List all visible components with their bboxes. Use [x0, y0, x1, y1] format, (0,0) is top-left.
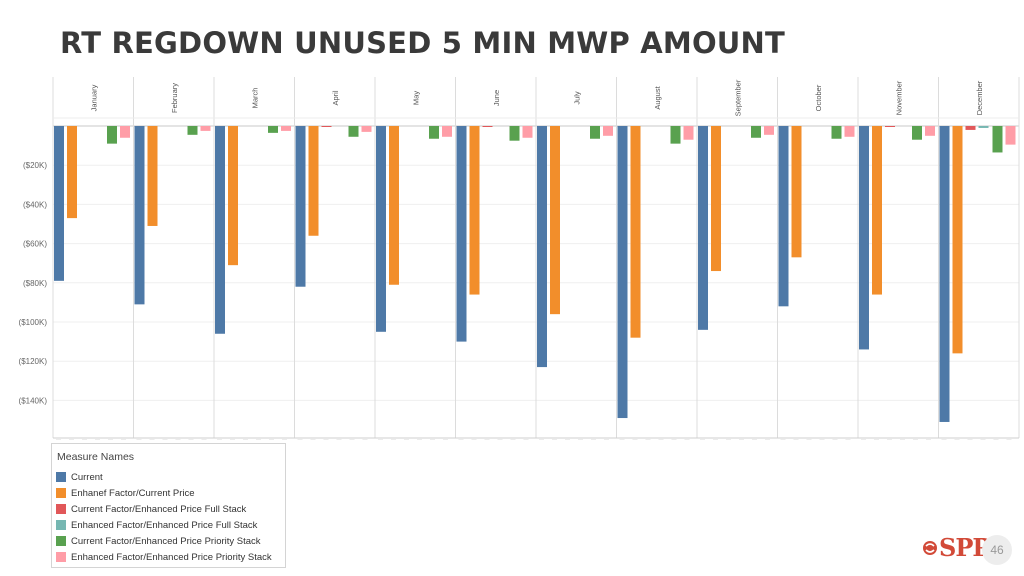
bar	[107, 126, 117, 144]
legend-swatch	[56, 520, 66, 530]
x-tick-label: May	[411, 91, 420, 105]
bar	[1005, 126, 1016, 145]
bar	[456, 126, 467, 342]
x-tick-label: December	[975, 80, 984, 115]
bar	[992, 126, 1003, 153]
x-tick-label: November	[894, 80, 903, 115]
bar	[630, 126, 641, 338]
bar	[550, 126, 560, 315]
x-tick-label: September	[733, 79, 742, 116]
legend-swatch	[56, 552, 66, 562]
legend-swatch	[56, 504, 66, 514]
bar	[187, 126, 198, 135]
legend-item: Current	[56, 470, 103, 484]
spp-logo-text: SPP	[939, 533, 990, 562]
bar	[67, 126, 77, 219]
bar	[698, 126, 708, 330]
bar	[147, 126, 158, 226]
bar	[295, 126, 306, 287]
bar	[215, 126, 225, 334]
legend-label: Current Factor/Enhanced Price Full Stack	[71, 503, 247, 515]
bar	[429, 126, 439, 139]
bar	[791, 126, 802, 258]
legend-swatch	[56, 472, 66, 482]
legend-swatch	[56, 488, 66, 498]
bar	[321, 126, 332, 127]
legend-item: Enhanef Factor/Current Price	[56, 486, 195, 500]
y-tick-label: ($100K)	[19, 318, 48, 327]
bar	[978, 126, 989, 128]
bar	[778, 126, 789, 307]
bar	[925, 126, 935, 136]
bar	[683, 126, 694, 140]
legend-label: Current	[71, 471, 103, 483]
bar	[617, 126, 628, 419]
spp-logo-icon	[923, 540, 937, 555]
x-tick-label: February	[170, 83, 179, 113]
y-tick-label: ($120K)	[19, 357, 48, 366]
x-tick-label: July	[572, 91, 581, 105]
bar	[831, 126, 842, 139]
bar	[522, 126, 533, 138]
y-tick-label: ($80K)	[23, 279, 47, 288]
bar	[872, 126, 882, 295]
bar	[268, 126, 278, 133]
bar	[764, 126, 774, 135]
bar	[54, 126, 64, 281]
y-tick-label: ($60K)	[23, 240, 47, 249]
bar	[442, 126, 452, 137]
bar	[590, 126, 600, 139]
bar	[912, 126, 922, 140]
legend-label: Enhanef Factor/Current Price	[71, 487, 195, 499]
page-title: RT REGDOWN UNUSED 5 MIN MWP AMOUNT	[60, 26, 786, 60]
bar	[844, 126, 855, 137]
bar	[469, 126, 480, 295]
legend-label: Current Factor/Enhanced Price Priority S…	[71, 535, 261, 547]
bar	[348, 126, 359, 137]
y-tick-label: ($40K)	[23, 200, 47, 209]
spp-logo: SPP	[922, 533, 990, 562]
bar-chart: ($20K) ($40K) ($60K) ($80K) ($100K) ($120K) ($…	[19, 77, 1020, 440]
bar	[537, 126, 547, 368]
bar	[308, 126, 319, 236]
bar	[281, 126, 291, 131]
bar	[952, 126, 963, 354]
bar	[228, 126, 238, 266]
legend-item: Enhanced Factor/Enhanced Price Full Stac…	[56, 518, 257, 532]
x-tick-label: March	[250, 88, 259, 109]
bar	[939, 126, 950, 422]
x-tick-label: April	[331, 90, 340, 105]
bar	[120, 126, 130, 138]
bar	[603, 126, 613, 136]
bar	[751, 126, 761, 138]
bar	[859, 126, 869, 350]
bar	[389, 126, 399, 285]
bar	[361, 126, 372, 132]
legend-swatch	[56, 536, 66, 546]
legend: Measure Names Current Enhanef Factor/Curr…	[51, 443, 286, 568]
bar	[134, 126, 145, 305]
bar	[482, 126, 493, 127]
x-tick-label: January	[89, 84, 98, 111]
legend-title: Measure Names	[57, 451, 135, 463]
bar	[670, 126, 681, 144]
bar	[965, 126, 976, 130]
y-tick-label: ($20K)	[23, 161, 47, 170]
x-tick-label: August	[653, 85, 662, 109]
bar	[509, 126, 520, 141]
legend-label: Enhanced Factor/Enhanced Price Priority …	[71, 551, 272, 563]
legend-item: Current Factor/Enhanced Price Priority S…	[56, 534, 261, 548]
bar	[200, 126, 211, 131]
legend-item: Enhanced Factor/Enhanced Price Priority …	[56, 550, 272, 564]
bar	[885, 126, 895, 127]
y-tick-label: ($140K)	[19, 396, 48, 405]
page-number: 46	[982, 535, 1012, 565]
legend-label: Enhanced Factor/Enhanced Price Full Stac…	[71, 519, 258, 531]
x-tick-label: October	[814, 84, 823, 111]
legend-item: Current Factor/Enhanced Price Full Stack	[56, 502, 246, 516]
bar	[711, 126, 721, 272]
x-tick-label: June	[492, 90, 501, 106]
bar	[376, 126, 386, 332]
